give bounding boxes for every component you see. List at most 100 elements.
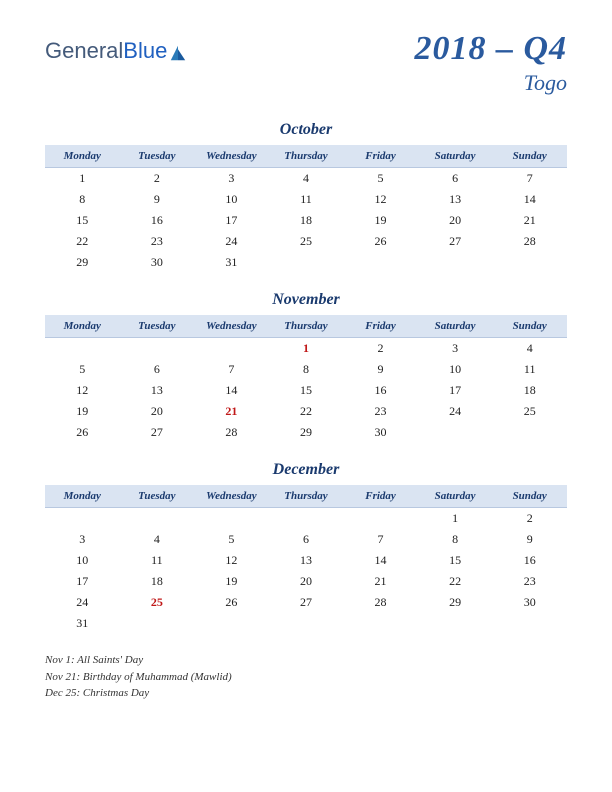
- day-cell: 1: [269, 338, 344, 360]
- weekday-header: Thursday: [269, 315, 344, 338]
- day-cell: 5: [45, 359, 120, 380]
- day-cell: 18: [120, 571, 195, 592]
- day-cell: 26: [343, 231, 418, 252]
- day-cell: 23: [492, 571, 567, 592]
- day-cell: 19: [194, 571, 269, 592]
- day-cell-empty: [492, 252, 567, 273]
- day-cell: 2: [120, 168, 195, 190]
- day-cell: 8: [418, 529, 493, 550]
- day-cell-empty: [492, 613, 567, 634]
- day-cell: 4: [492, 338, 567, 360]
- day-cell: 19: [45, 401, 120, 422]
- day-cell: 28: [194, 422, 269, 443]
- day-cell: 18: [269, 210, 344, 231]
- weekday-header: Monday: [45, 485, 120, 508]
- day-cell: 17: [194, 210, 269, 231]
- day-cell: 30: [120, 252, 195, 273]
- day-cell: 12: [343, 189, 418, 210]
- day-cell-empty: [418, 252, 493, 273]
- weekday-header: Monday: [45, 145, 120, 168]
- day-cell: 30: [343, 422, 418, 443]
- day-cell: 13: [269, 550, 344, 571]
- day-cell: 25: [269, 231, 344, 252]
- day-cell-empty: [194, 613, 269, 634]
- day-cell: 29: [45, 252, 120, 273]
- day-cell: 11: [269, 189, 344, 210]
- month-name: December: [45, 461, 567, 479]
- weekday-header: Saturday: [418, 315, 493, 338]
- day-cell: 20: [269, 571, 344, 592]
- day-cell-empty: [120, 508, 195, 530]
- day-cell: 24: [418, 401, 493, 422]
- day-cell: 1: [418, 508, 493, 530]
- day-cell: 6: [418, 168, 493, 190]
- day-cell: 20: [418, 210, 493, 231]
- day-cell: 24: [45, 592, 120, 613]
- day-cell: 7: [343, 529, 418, 550]
- day-cell-empty: [45, 508, 120, 530]
- logo-text-general: General: [45, 38, 123, 64]
- title-block: 2018 – Q4 Togo: [414, 30, 567, 96]
- day-cell: 10: [194, 189, 269, 210]
- day-cell: 5: [194, 529, 269, 550]
- day-cell: 5: [343, 168, 418, 190]
- holiday-note: Dec 25: Christmas Day: [45, 685, 567, 702]
- day-cell: 14: [343, 550, 418, 571]
- day-cell-empty: [418, 613, 493, 634]
- day-cell: 29: [269, 422, 344, 443]
- header: GeneralBlue 2018 – Q4 Togo: [45, 30, 567, 96]
- day-cell: 14: [492, 189, 567, 210]
- day-cell: 7: [194, 359, 269, 380]
- day-cell: 25: [492, 401, 567, 422]
- logo-text-blue: Blue: [123, 38, 167, 64]
- day-cell: 25: [120, 592, 195, 613]
- day-cell: 10: [418, 359, 493, 380]
- day-cell: 21: [194, 401, 269, 422]
- day-cell: 3: [45, 529, 120, 550]
- day-cell: 11: [120, 550, 195, 571]
- day-cell: 2: [343, 338, 418, 360]
- day-cell: 29: [418, 592, 493, 613]
- weekday-header: Wednesday: [194, 145, 269, 168]
- country-title: Togo: [414, 70, 567, 96]
- weekday-header: Tuesday: [120, 315, 195, 338]
- day-cell: 13: [418, 189, 493, 210]
- day-cell: 23: [343, 401, 418, 422]
- month-block: NovemberMondayTuesdayWednesdayThursdayFr…: [45, 291, 567, 443]
- day-cell: 7: [492, 168, 567, 190]
- day-cell: 27: [120, 422, 195, 443]
- calendar-table: MondayTuesdayWednesdayThursdayFridaySatu…: [45, 315, 567, 443]
- weekday-header: Tuesday: [120, 145, 195, 168]
- weekday-header: Friday: [343, 145, 418, 168]
- day-cell: 31: [194, 252, 269, 273]
- day-cell: 18: [492, 380, 567, 401]
- day-cell: 26: [194, 592, 269, 613]
- weekday-header: Thursday: [269, 145, 344, 168]
- weekday-header: Saturday: [418, 145, 493, 168]
- logo: GeneralBlue: [45, 38, 187, 64]
- day-cell: 12: [45, 380, 120, 401]
- holiday-note: Nov 21: Birthday of Muhammad (Mawlid): [45, 669, 567, 686]
- day-cell: 6: [269, 529, 344, 550]
- day-cell: 22: [418, 571, 493, 592]
- weekday-header: Sunday: [492, 485, 567, 508]
- day-cell-empty: [492, 422, 567, 443]
- day-cell: 16: [343, 380, 418, 401]
- day-cell-empty: [45, 338, 120, 360]
- day-cell: 27: [418, 231, 493, 252]
- day-cell: 13: [120, 380, 195, 401]
- day-cell: 2: [492, 508, 567, 530]
- day-cell: 15: [45, 210, 120, 231]
- day-cell: 11: [492, 359, 567, 380]
- weekday-header: Sunday: [492, 315, 567, 338]
- day-cell: 27: [269, 592, 344, 613]
- day-cell: 8: [269, 359, 344, 380]
- day-cell: 24: [194, 231, 269, 252]
- day-cell: 14: [194, 380, 269, 401]
- weekday-header: Monday: [45, 315, 120, 338]
- weekday-header: Friday: [343, 315, 418, 338]
- month-block: OctoberMondayTuesdayWednesdayThursdayFri…: [45, 121, 567, 273]
- day-cell: 16: [120, 210, 195, 231]
- day-cell: 8: [45, 189, 120, 210]
- day-cell-empty: [343, 508, 418, 530]
